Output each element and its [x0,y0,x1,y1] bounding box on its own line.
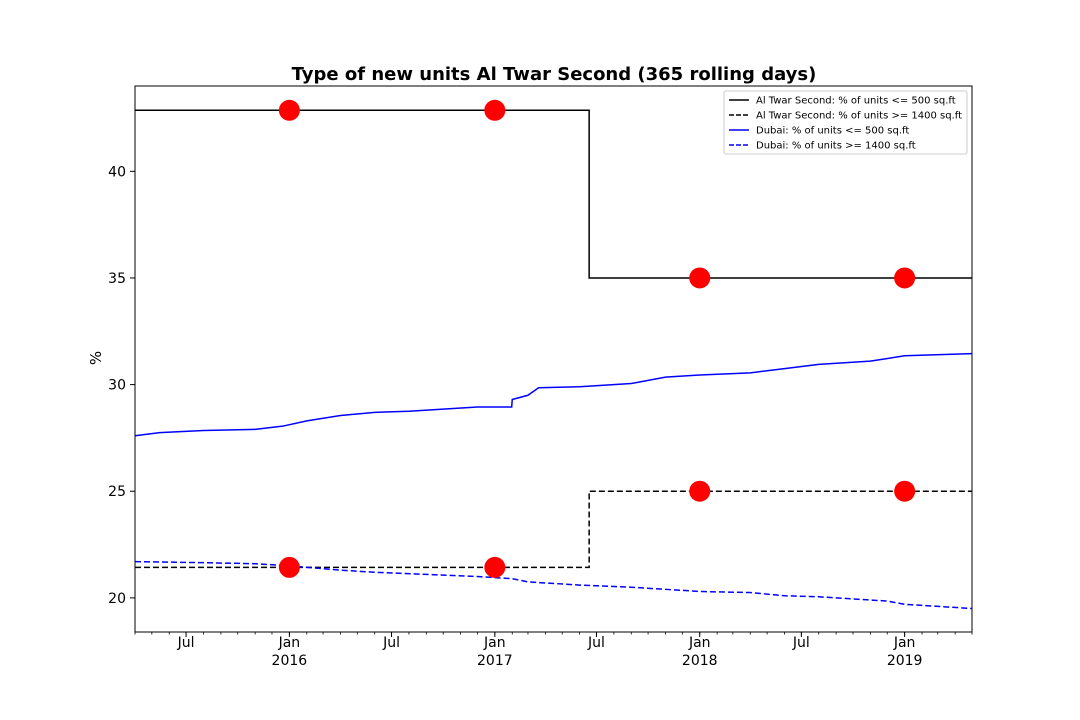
legend-label-3: Dubai: % of units <= 500 sq.ft [756,126,909,137]
marker-point-4 [894,267,916,289]
x-tick-label: Jan [278,635,301,651]
x-tick-year-label: 2018 [682,653,718,669]
y-tick-label: 25 [108,484,126,500]
x-tick-label: Jan [893,635,916,651]
legend-label-1: Al Twar Second: % of units <= 500 sq.ft [756,96,956,107]
legend-box [723,90,968,155]
marker-point-7 [689,480,711,502]
x-tick-label: Jul [382,635,400,651]
x-tick-label: Jan [688,635,711,651]
legend-label-2: Al Twar Second: % of units >= 1400 sq.ft [756,111,962,122]
marker-point-5 [278,556,300,578]
y-tick-label: 30 [108,378,126,394]
x-tick-year-label: 2016 [272,653,308,669]
x-tick-year-label: 2017 [477,653,513,669]
series-line-4 [134,560,973,610]
plot-area [134,99,973,610]
y-axis-label: % [87,351,105,365]
axes: 20 25 30 35 40 Jul Jan 2016 Jul Jan 2017 Jul Jan 2018… [108,164,973,669]
x-tick-label: Jul [792,635,810,651]
x-tick-year-label: 2019 [887,653,923,669]
x-tick-label: Jan [483,635,506,651]
legend-label-4: Dubai: % of units >= 1400 sq.ft [756,141,916,152]
marker-point-3 [689,267,711,289]
y-tick-label: 20 [108,591,126,607]
marker-point-1 [278,99,300,121]
marker-point-8 [894,480,916,502]
legend: Al Twar Second: % of units <= 500 sq.ft A… [723,90,968,155]
x-tick-label: Jul [587,635,605,651]
marker-point-6 [484,556,506,578]
series-line-3 [134,352,973,437]
y-tick-label: 40 [108,164,126,180]
y-tick-label: 35 [108,271,126,287]
plot-frame [134,85,973,633]
marker-point-2 [484,99,506,121]
x-tick-label: Jul [177,635,195,651]
series-line-2 [135,490,972,569]
chart-title: Type of new units Al Twar Second (365 ro… [292,64,817,85]
series-line-1 [135,109,972,279]
